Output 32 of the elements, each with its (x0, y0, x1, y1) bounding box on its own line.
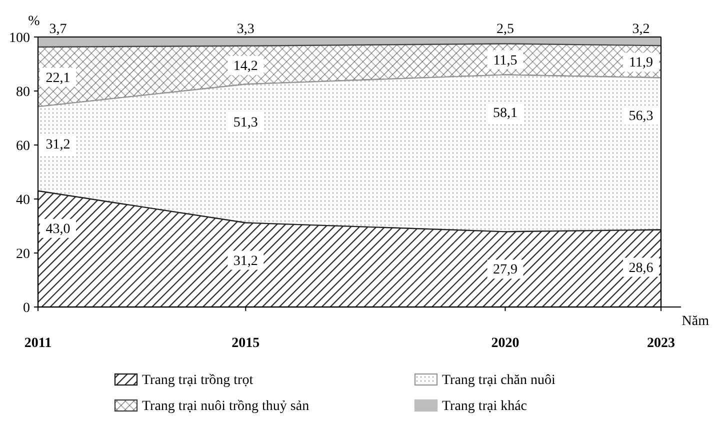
y-axis-title: % (28, 14, 40, 29)
data-label: 58,1 (493, 106, 518, 121)
x-tick-label: 2011 (24, 336, 52, 351)
data-label: 2,5 (496, 22, 514, 37)
legend-label: Trang trại chăn nuôi (442, 373, 556, 388)
data-label: 27,9 (493, 262, 518, 278)
y-tick-label: 100 (9, 31, 30, 46)
data-label: 28,6 (628, 260, 654, 276)
legend-label: Trang trại khác (442, 399, 528, 414)
x-tick-label: 2015 (232, 336, 260, 351)
y-tick-label: 60 (16, 139, 30, 154)
data-label: 31,2 (233, 254, 258, 269)
data-label: 31,2 (46, 138, 70, 153)
legend-label: Trang trại nuôi trồng thuỷ sản (142, 399, 310, 414)
data-label: 3,2 (632, 22, 650, 37)
data-label: 22,1 (46, 70, 70, 86)
y-tick-label: 0 (23, 301, 30, 316)
x-tick-label: 2020 (491, 336, 520, 351)
x-tick-label: 2023 (647, 336, 675, 351)
data-label: 56,3 (628, 108, 654, 124)
legend-label: Trang trại trồng trọt (142, 373, 254, 388)
data-label: 11,9 (629, 56, 653, 71)
data-label: 11,5 (493, 53, 518, 68)
data-label: 14,2 (233, 59, 258, 74)
y-tick-label: 40 (16, 193, 30, 208)
data-label: 3,3 (236, 22, 254, 37)
y-tick-label: 80 (16, 85, 30, 100)
x-axis-title: Năm (682, 314, 710, 329)
data-label: 43,0 (46, 222, 70, 237)
data-label: 51,3 (233, 115, 258, 130)
data-label: 3,7 (49, 22, 67, 37)
y-tick-label: 20 (16, 247, 30, 262)
